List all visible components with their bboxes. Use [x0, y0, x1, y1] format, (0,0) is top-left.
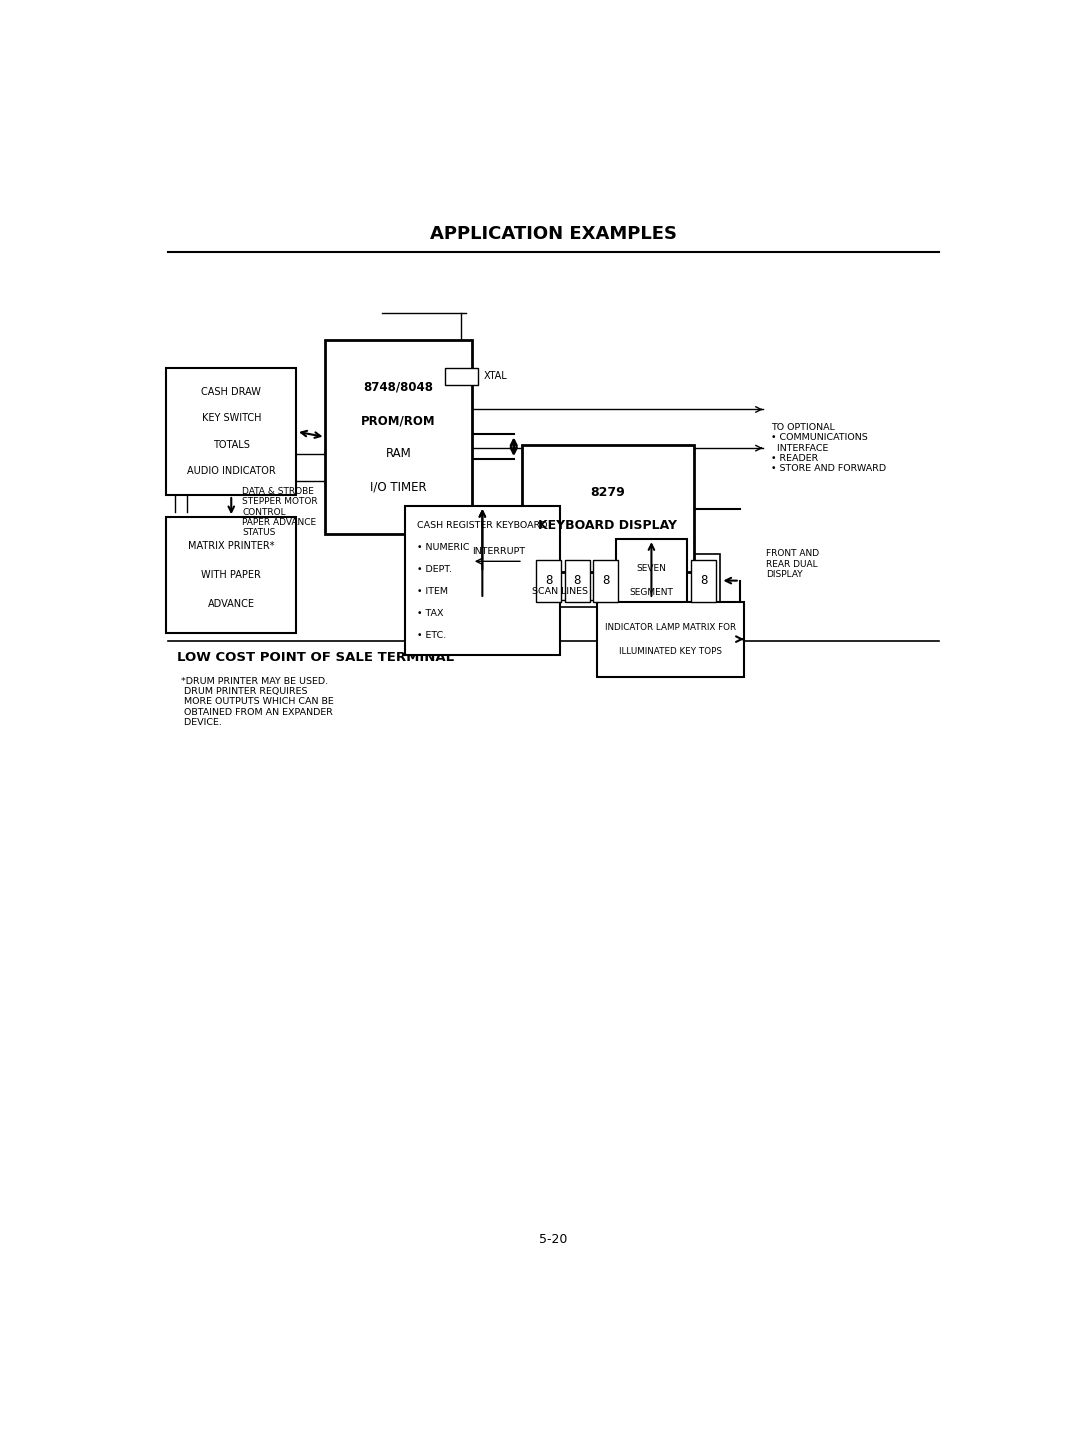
Text: SEVEN: SEVEN	[636, 564, 666, 574]
Text: 8279: 8279	[591, 486, 625, 499]
Text: PROM/ROM: PROM/ROM	[362, 414, 436, 427]
Bar	[597, 602, 744, 677]
Text: INTERRUPT: INTERRUPT	[473, 546, 526, 556]
Text: SEGMENT: SEGMENT	[630, 588, 673, 598]
Text: CASH DRAW: CASH DRAW	[201, 387, 261, 397]
Bar	[616, 539, 687, 622]
Text: • TAX: • TAX	[418, 609, 444, 618]
Bar	[522, 446, 693, 572]
Bar	[691, 559, 716, 602]
Text: INDICATOR LAMP MATRIX FOR: INDICATOR LAMP MATRIX FOR	[605, 622, 737, 631]
Text: DATA & STROBE
STEPPER MOTOR
CONTROL
PAPER ADVANCE
STATUS: DATA & STROBE STEPPER MOTOR CONTROL PAPE…	[242, 486, 318, 538]
Text: 8: 8	[700, 574, 707, 587]
Text: AUDIO INDICATOR: AUDIO INDICATOR	[187, 466, 275, 476]
Text: 8: 8	[573, 574, 581, 587]
Text: ILLUMINATED KEY TOPS: ILLUMINATED KEY TOPS	[619, 647, 723, 655]
Text: LOW COST POINT OF SALE TERMINAL: LOW COST POINT OF SALE TERMINAL	[177, 651, 454, 664]
Bar	[532, 554, 720, 607]
Text: • ETC.: • ETC.	[418, 631, 447, 641]
Text: 8: 8	[602, 574, 609, 587]
Text: SCAN LINES: SCAN LINES	[532, 587, 589, 595]
Bar	[565, 559, 590, 602]
Text: I/O TIMER: I/O TIMER	[370, 480, 427, 493]
Text: APPLICATION EXAMPLES: APPLICATION EXAMPLES	[430, 225, 677, 242]
Bar	[537, 559, 562, 602]
Bar	[325, 340, 472, 533]
Text: TOTALS: TOTALS	[213, 440, 249, 450]
Text: MATRIX PRINTER*: MATRIX PRINTER*	[188, 542, 274, 552]
Text: 8: 8	[545, 574, 553, 587]
Bar	[166, 369, 296, 495]
Text: • NUMERIC: • NUMERIC	[418, 543, 470, 552]
Text: 5-20: 5-20	[539, 1233, 568, 1246]
Bar	[405, 506, 559, 655]
Text: • ITEM: • ITEM	[418, 587, 448, 597]
Bar	[166, 518, 296, 632]
Bar	[593, 559, 619, 602]
Text: WITH PAPER: WITH PAPER	[201, 571, 261, 581]
Text: RAM: RAM	[386, 447, 411, 460]
Bar	[445, 367, 478, 386]
Text: *DRUM PRINTER MAY BE USED.
 DRUM PRINTER REQUIRES
 MORE OUTPUTS WHICH CAN BE
 OB: *DRUM PRINTER MAY BE USED. DRUM PRINTER …	[181, 677, 334, 727]
Text: XTAL: XTAL	[484, 371, 508, 381]
Text: KEYBOARD DISPLAY: KEYBOARD DISPLAY	[539, 519, 677, 532]
Text: ADVANCE: ADVANCE	[207, 599, 255, 609]
Text: FRONT AND
REAR DUAL
DISPLAY: FRONT AND REAR DUAL DISPLAY	[766, 549, 820, 579]
Text: 8748/8048: 8748/8048	[364, 381, 434, 394]
Text: • DEPT.: • DEPT.	[418, 565, 453, 574]
Text: CASH REGISTER KEYBOARD: CASH REGISTER KEYBOARD	[417, 521, 548, 531]
Text: TO OPTIONAL
• COMMUNICATIONS
  INTERFACE
• READER
• STORE AND FORWARD: TO OPTIONAL • COMMUNICATIONS INTERFACE •…	[771, 423, 887, 473]
Text: KEY SWITCH: KEY SWITCH	[202, 413, 261, 423]
